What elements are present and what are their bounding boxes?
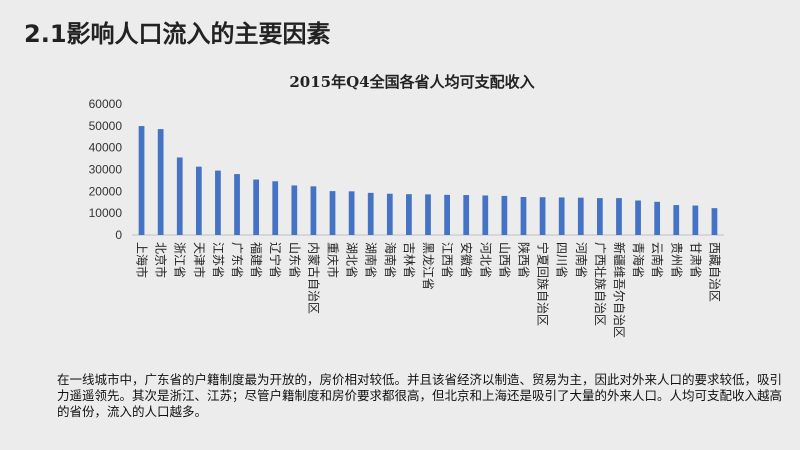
bar-24 (597, 198, 603, 235)
y-tick-label: 60000 (89, 97, 123, 111)
x-tick-label: 云南省 (650, 242, 665, 278)
y-tick-label: 20000 (89, 184, 123, 198)
bar-15 (425, 194, 431, 235)
x-tick-label: 山西省 (497, 242, 511, 278)
x-tick-label: 重庆市 (326, 242, 341, 278)
x-tick-label: 上海市 (135, 242, 150, 278)
x-tick-label: 四川省 (555, 242, 569, 278)
x-tick-label: 吉林省 (402, 242, 416, 278)
bar-9 (310, 186, 317, 235)
x-tick-label: 广西壮族自治区 (593, 242, 607, 326)
body-text: 在一线城市中，广东省的户籍制度最为开放的，房价相对较低。并且该省经济以制造、贸易… (57, 372, 783, 419)
bar-4 (215, 170, 221, 235)
x-tick-label: 安徽省 (459, 242, 474, 278)
y-tick-label: 10000 (89, 206, 123, 220)
x-tick-label: 新疆维吾尔自治区 (612, 242, 627, 338)
bar-20 (520, 197, 527, 235)
x-tick-label: 广东省 (230, 242, 244, 278)
x-tick-label: 西藏自治区 (707, 242, 721, 302)
bar-0 (138, 126, 145, 235)
slide-title: 2.1影响人口流入的主要因素 (24, 20, 331, 48)
bar-30 (711, 208, 718, 235)
y-tick-label: 0 (115, 228, 122, 242)
x-tick-label: 黑龙江省 (421, 242, 435, 290)
x-tick-label: 辽宁省 (268, 242, 283, 278)
bar-5 (234, 174, 240, 235)
bar-27 (654, 201, 661, 235)
bar-19 (501, 195, 508, 235)
bar-10 (329, 191, 336, 235)
bar-12 (367, 192, 374, 235)
bar-28 (673, 205, 680, 235)
x-tick-label: 贵州省 (669, 242, 683, 278)
x-tick-label: 湖南省 (364, 242, 379, 278)
chart-title: 2015年Q4全国各省人均可支配收入 (289, 73, 534, 91)
bar-2 (176, 157, 183, 235)
y-tick-label: 50000 (89, 119, 123, 133)
x-tick-label: 福建省 (249, 242, 264, 278)
x-tick-label: 宁夏回族自治区 (536, 242, 551, 326)
bar-8 (291, 185, 298, 235)
bar-29 (692, 205, 699, 235)
bars (138, 126, 718, 235)
bar-18 (482, 195, 489, 235)
bar-21 (539, 197, 546, 235)
bar-3 (195, 166, 202, 235)
bar-26 (635, 200, 641, 235)
bar-16 (444, 194, 450, 235)
x-tick-label: 青海省 (631, 242, 646, 278)
x-tick-label: 内蒙古自治区 (306, 242, 321, 314)
y-tick-label: 40000 (89, 141, 123, 155)
x-tick-label: 山东省 (287, 242, 301, 278)
bar-11 (348, 191, 355, 235)
x-tick-label: 陕西省 (516, 242, 531, 278)
x-tick-label: 天津市 (192, 242, 207, 278)
x-tick-label: 浙江省 (173, 242, 187, 278)
x-tick-label: 江苏省 (211, 242, 225, 278)
x-tick-label: 湖北省 (345, 242, 360, 278)
bar-7 (272, 181, 279, 235)
x-axis-labels: 上海市 北京市 浙江省 天津市 江苏省 广东省 福建省 辽宁省 山东省 内蒙古自治区 重庆市 湖北省湖… (135, 242, 722, 338)
x-tick-label: 海南省 (383, 242, 398, 278)
bar-23 (577, 197, 584, 235)
bar-14 (406, 194, 412, 235)
bar-1 (157, 129, 164, 235)
x-tick-label: 江西省 (440, 242, 454, 278)
x-tick-label: 河北省 (478, 242, 492, 278)
x-tick-label: 北京市 (154, 242, 169, 278)
bar-22 (558, 197, 565, 235)
x-tick-label: 河南省 (574, 242, 589, 278)
bar-chart: 2015年Q4全国各省人均可支配收入 0 10000 20000 30000 40000… (89, 73, 724, 338)
bar-13 (386, 193, 393, 235)
y-axis: 0 10000 20000 30000 40000 50000 60000 (89, 97, 123, 242)
x-tick-label: 甘肃省 (688, 242, 702, 278)
bar-25 (616, 198, 622, 235)
y-tick-label: 30000 (89, 163, 123, 177)
bar-17 (463, 195, 470, 235)
bar-6 (253, 179, 259, 235)
